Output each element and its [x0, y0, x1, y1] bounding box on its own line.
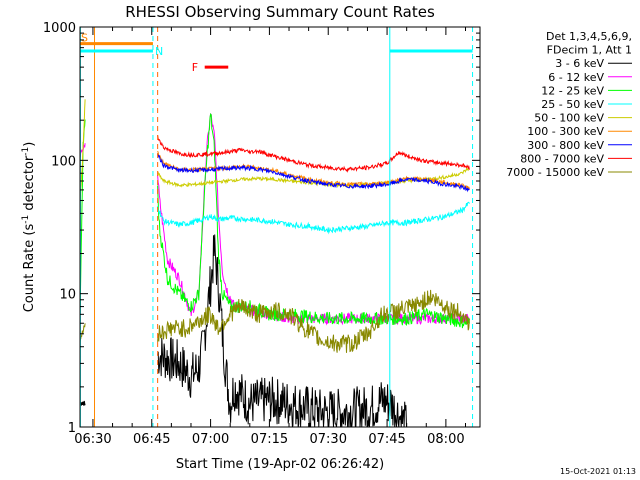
series-line-100-300-kev — [157, 150, 470, 191]
series-line-12-25-kev — [157, 112, 470, 329]
legend-entry-300-800-kev: 300 - 800 keV — [527, 139, 604, 152]
render-timestamp: 15-Oct-2021 01:13 — [560, 467, 636, 476]
x-tick-label: 06:45 — [133, 432, 170, 447]
y-tick-label: 1 — [68, 421, 76, 436]
x-tick-label: 07:30 — [310, 432, 347, 447]
legend-entry-7000-15000-kev: 7000 - 15000 keV — [506, 166, 604, 179]
flag-bar-layer: S N F — [80, 32, 473, 74]
series-line-7000-15000-kev — [157, 289, 470, 353]
x-tick-label: 07:15 — [251, 432, 288, 447]
y-axis-label: Count Rate (s-1 detector-1) — [21, 142, 37, 313]
series-layer — [80, 99, 470, 427]
x-tick-label: 07:00 — [192, 432, 229, 447]
flag-label: N — [155, 45, 163, 58]
x-axis-label: Start Time (19-Apr-02 06:26:42) — [176, 457, 384, 472]
chart-title: RHESSI Observing Summary Count Rates — [125, 3, 435, 21]
series-line-6-12-kev — [157, 112, 470, 326]
legend: Det 1,3,4,5,6,9,FDecim 1, Att 13 - 6 keV… — [506, 30, 632, 179]
legend-entry-50-100-kev: 50 - 100 keV — [534, 112, 604, 125]
series-line-25-50-kev — [157, 201, 470, 235]
legend-header: FDecim 1, Att 1 — [547, 44, 632, 57]
y-axis-ticks: 1 10 100 1000 — [43, 21, 480, 436]
time-marker-layer — [79, 27, 474, 427]
legend-entry-100-300-kev: 100 - 300 keV — [527, 125, 604, 138]
flag-label: S — [81, 32, 88, 45]
flag-label: F — [192, 61, 198, 74]
x-tick-label: 07:45 — [368, 432, 405, 447]
x-tick-label: 06:30 — [74, 432, 111, 447]
legend-entry-3-6-kev: 3 - 6 keV — [555, 57, 604, 70]
legend-entry-800-7000-kev: 800 - 7000 keV — [520, 152, 604, 165]
y-tick-label: 1000 — [43, 21, 76, 36]
legend-entry-25-50-kev: 25 - 50 keV — [541, 98, 604, 111]
legend-entry-12-25-kev: 12 - 25 keV — [541, 84, 604, 97]
x-axis-ticks: 06:30 06:45 07:00 07:15 07:30 07:45 08:00 — [74, 27, 466, 447]
plot-frame — [79, 26, 481, 428]
series-line-3-6-kev — [157, 234, 407, 427]
series-line-300-800-kev — [157, 153, 470, 193]
x-tick-label: 08:00 — [427, 432, 464, 447]
y-tick-label: 100 — [51, 154, 76, 169]
legend-header: Det 1,3,4,5,6,9, — [546, 30, 632, 43]
y-tick-label: 10 — [59, 288, 76, 303]
series-line-50-100-kev — [157, 166, 470, 189]
series-line-800-7000-kev — [157, 135, 470, 173]
legend-entry-6-12-kev: 6 - 12 keV — [548, 71, 604, 84]
